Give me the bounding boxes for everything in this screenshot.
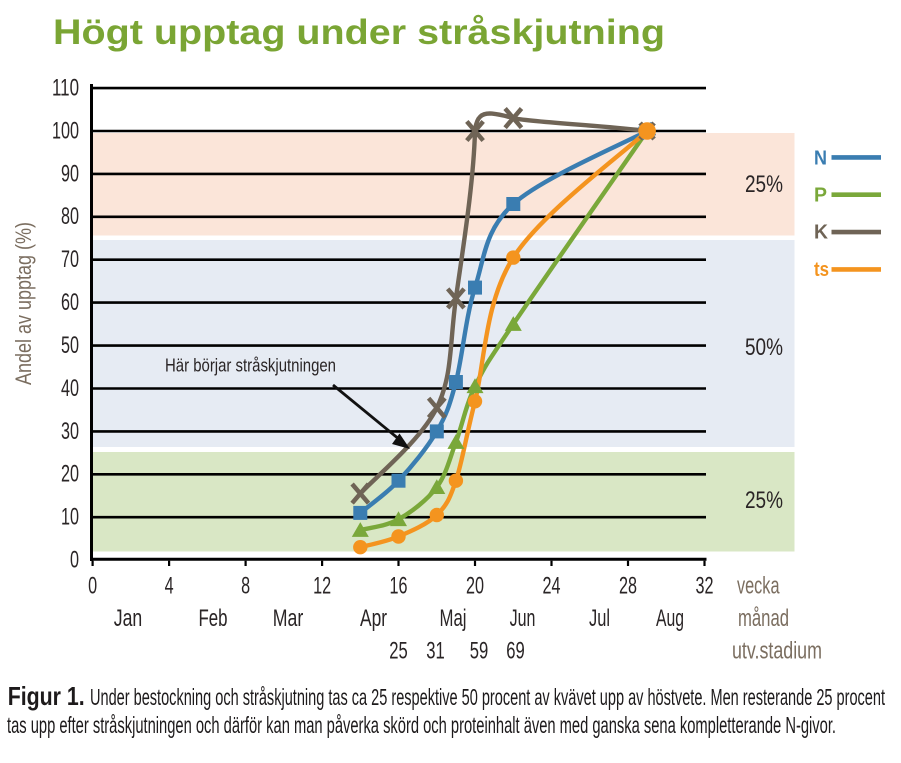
svg-text:ts: ts: [814, 259, 829, 281]
svg-text:90: 90: [61, 160, 79, 187]
svg-text:tas upp efter stråskjutningen: tas upp efter stråskjutningen och därför…: [7, 712, 836, 738]
svg-text:Maj: Maj: [440, 605, 467, 632]
svg-text:24: 24: [543, 573, 561, 600]
svg-text:Jul: Jul: [589, 605, 610, 632]
svg-text:40: 40: [61, 375, 79, 402]
svg-text:Figur 1.: Figur 1.: [8, 681, 85, 711]
svg-text:20: 20: [61, 461, 79, 488]
svg-text:4: 4: [165, 573, 174, 600]
svg-text:16: 16: [390, 573, 408, 600]
svg-text:Aug: Aug: [656, 605, 684, 632]
svg-text:Andel av upptag (%): Andel av upptag (%): [11, 222, 36, 385]
svg-text:P: P: [814, 184, 827, 206]
svg-text:N: N: [814, 148, 827, 170]
svg-text:Apr: Apr: [360, 605, 387, 632]
svg-text:50: 50: [61, 332, 79, 359]
svg-text:25: 25: [389, 637, 408, 664]
svg-text:K: K: [814, 222, 829, 244]
svg-text:70: 70: [61, 246, 79, 273]
svg-text:69: 69: [506, 637, 525, 664]
svg-text:60: 60: [61, 289, 79, 316]
svg-text:59: 59: [470, 637, 489, 664]
svg-text:utv.stadium: utv.stadium: [732, 637, 822, 664]
svg-text:10: 10: [61, 504, 79, 531]
svg-text:Mar: Mar: [273, 605, 304, 632]
svg-text:Under bestockning och stråskju: Under bestockning och stråskjutning tas …: [90, 684, 885, 710]
svg-text:0: 0: [70, 547, 79, 574]
svg-text:månad: månad: [738, 605, 789, 632]
svg-text:25%: 25%: [745, 487, 783, 514]
svg-text:0: 0: [88, 573, 97, 600]
svg-text:80: 80: [61, 203, 79, 230]
svg-text:8: 8: [241, 573, 250, 600]
svg-text:vecka: vecka: [737, 573, 780, 600]
svg-text:Högt upptag under stråskjutnin: Högt upptag under stråskjutning: [53, 13, 665, 52]
svg-text:Här börjar stråskjutningen: Här börjar stråskjutningen: [165, 355, 336, 376]
svg-text:20: 20: [466, 573, 484, 600]
svg-text:Feb: Feb: [199, 605, 228, 632]
svg-text:50%: 50%: [745, 334, 783, 361]
svg-text:31: 31: [426, 637, 445, 664]
svg-text:110: 110: [52, 75, 79, 102]
svg-text:32: 32: [696, 573, 714, 600]
svg-text:100: 100: [52, 117, 79, 144]
svg-text:12: 12: [313, 573, 331, 600]
svg-text:28: 28: [619, 573, 637, 600]
svg-text:30: 30: [61, 418, 79, 445]
svg-text:25%: 25%: [745, 171, 783, 198]
svg-text:Jan: Jan: [114, 605, 143, 632]
svg-text:Jun: Jun: [510, 605, 536, 632]
